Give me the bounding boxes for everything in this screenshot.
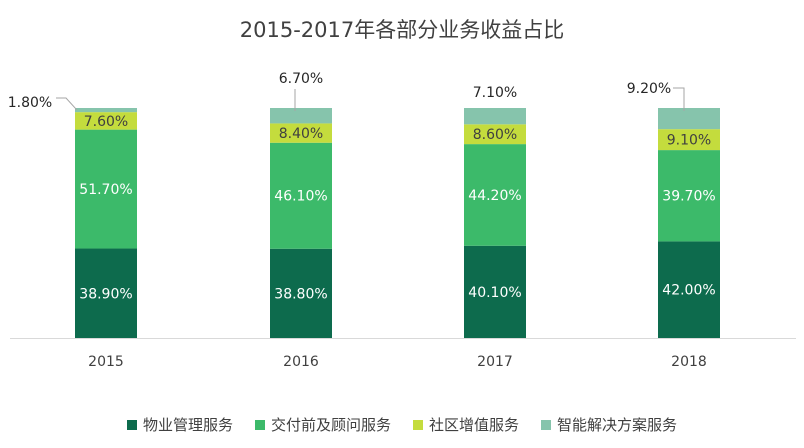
data-label: 9.10% bbox=[667, 133, 711, 149]
x-tick-label: 2018 bbox=[671, 354, 707, 370]
legend-label: 社区增值服务 bbox=[429, 416, 520, 434]
x-tick-label: 2016 bbox=[283, 354, 319, 370]
top-data-label: 1.80% bbox=[8, 95, 52, 111]
legend-swatch bbox=[254, 419, 265, 430]
data-label: 38.90% bbox=[79, 286, 132, 302]
data-label: 44.20% bbox=[468, 188, 521, 204]
bar-segment bbox=[658, 150, 720, 242]
bar-segment bbox=[658, 108, 720, 130]
legend-item-property-management: 物业管理服务 bbox=[126, 414, 233, 435]
data-label: 8.40% bbox=[279, 126, 323, 142]
data-label: 39.70% bbox=[662, 189, 715, 205]
bar-segment bbox=[75, 129, 137, 249]
data-label: 38.80% bbox=[274, 286, 327, 302]
bar-segment bbox=[658, 129, 720, 151]
bar-segment bbox=[270, 123, 332, 143]
chart-legend: 物业管理服务 交付前及顾问服务 社区增值服务 智能解决方案服务 bbox=[0, 414, 804, 435]
legend-item-pre-delivery-consulting: 交付前及顾问服务 bbox=[254, 414, 391, 435]
data-label: 8.60% bbox=[473, 127, 517, 143]
bar-segment bbox=[270, 108, 332, 124]
leader-line bbox=[56, 97, 78, 111]
data-label: 40.10% bbox=[468, 285, 521, 301]
leader-line bbox=[673, 87, 685, 111]
bar-segment bbox=[464, 144, 526, 246]
data-label: 51.70% bbox=[79, 182, 132, 198]
data-label: 7.60% bbox=[84, 114, 128, 130]
data-label: 46.10% bbox=[274, 189, 327, 205]
legend-label: 智能解决方案服务 bbox=[557, 416, 678, 434]
x-tick-label: 2017 bbox=[477, 354, 513, 370]
bar-segment bbox=[464, 245, 526, 338]
bar-segment bbox=[75, 248, 137, 338]
bar-segment bbox=[270, 248, 332, 338]
legend-label: 物业管理服务 bbox=[142, 416, 233, 434]
bar-segment bbox=[464, 108, 526, 125]
bar-segment bbox=[658, 241, 720, 338]
legend-item-community-value-added: 社区增值服务 bbox=[413, 414, 519, 435]
bar-segment bbox=[75, 108, 137, 113]
legend-swatch bbox=[413, 419, 423, 430]
legend-label: 交付前及顾问服务 bbox=[270, 416, 391, 434]
top-data-label: 6.70% bbox=[279, 71, 323, 87]
legend-swatch bbox=[541, 419, 552, 430]
bar-segment bbox=[75, 112, 137, 130]
x-tick-label: 2015 bbox=[88, 354, 124, 370]
legend-swatch bbox=[126, 419, 137, 430]
legend-item-smart-solutions: 智能解决方案服务 bbox=[541, 414, 677, 435]
top-data-label: 9.20% bbox=[627, 81, 671, 97]
bar-segment bbox=[464, 124, 526, 145]
data-label: 42.00% bbox=[662, 283, 715, 299]
top-data-label: 7.10% bbox=[473, 85, 517, 101]
chart-title: 2015-2017年各部分业务收益占比 bbox=[239, 18, 565, 42]
bar-segment bbox=[270, 142, 332, 249]
